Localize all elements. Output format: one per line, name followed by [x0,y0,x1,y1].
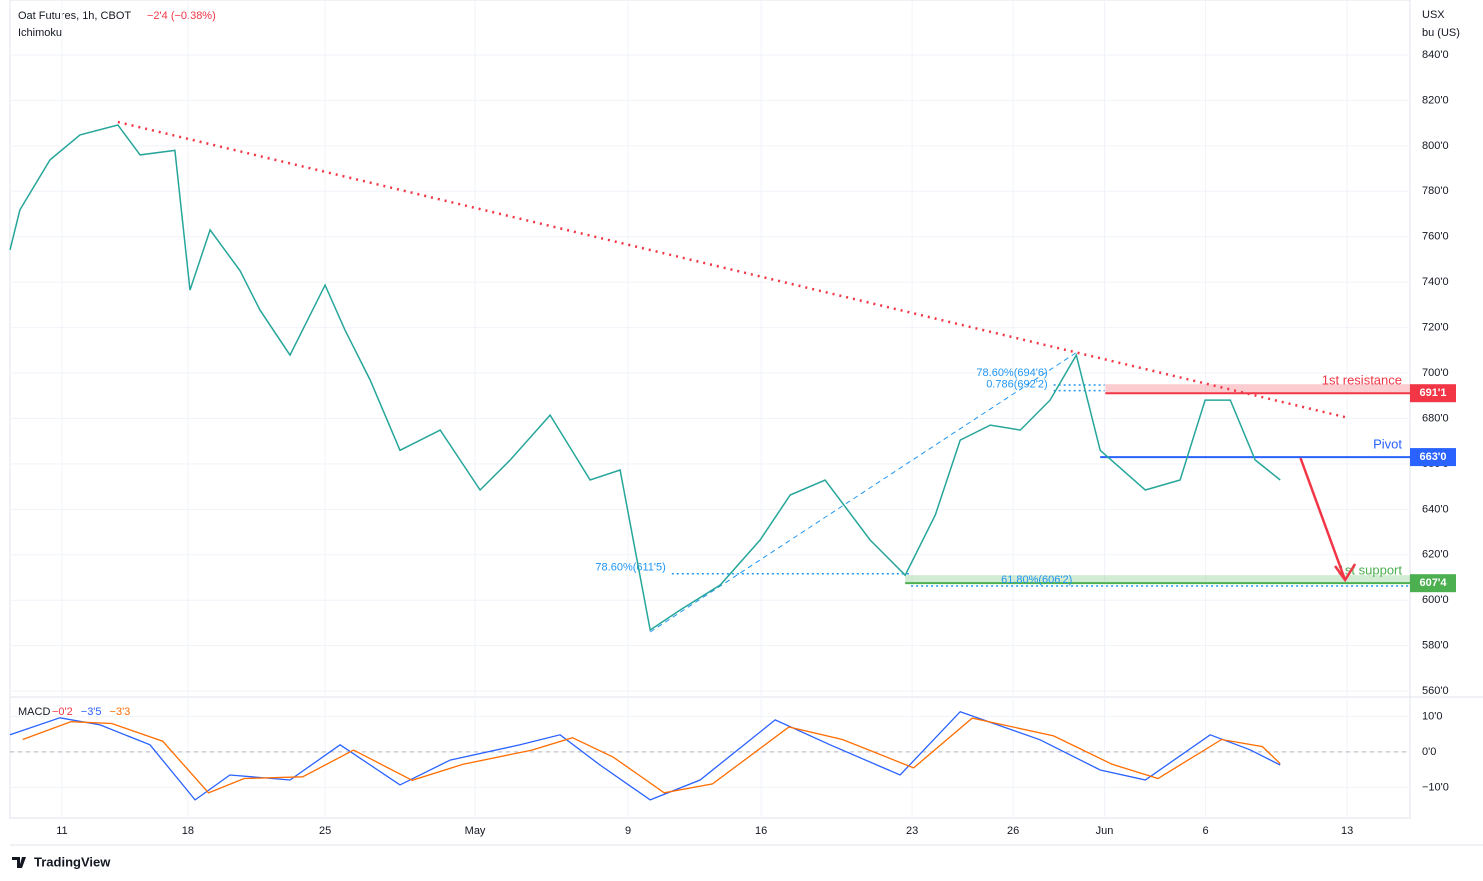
axis-unit: USX [1422,9,1445,21]
trendline [117,120,1346,419]
arrow-head [1334,563,1357,583]
x-tick-label: 6 [1203,825,1209,837]
y-tick-label: 820'0 [1422,94,1449,106]
price-tag-label: 663'0 [1419,451,1446,463]
x-tick-label: 18 [182,825,194,837]
y-tick-label: 780'0 [1422,185,1449,197]
forecast-arrow [1299,457,1347,581]
level-zone [905,575,1410,584]
x-tick-label: 26 [1007,825,1019,837]
price-tag [1410,384,1456,403]
y-tick-label: 620'0 [1422,549,1449,561]
x-tick-label: 13 [1341,825,1353,837]
y-tick-label: 760'0 [1422,231,1449,243]
legend-value: −3'3 [110,706,131,718]
plot-frame [9,0,1411,819]
macd-line [9,710,1281,801]
x-tick-label: 9 [625,825,631,837]
price-change: −2'4 (−0.38%) [147,10,216,22]
fib-swing [649,352,1077,633]
y-tick-label: 720'0 [1422,322,1449,334]
fib-label: 0.786(692'2) [986,379,1047,391]
y-tick-label: 700'0 [1422,367,1449,379]
macd-title: MACD [18,706,50,718]
footer-logo: TradingView [34,854,111,869]
y-tick-label: 0'0 [1422,746,1436,758]
y-tick-label: 840'0 [1422,49,1449,61]
x-tick-label: 16 [755,825,767,837]
price-tag-label: 607'4 [1419,577,1447,589]
y-tick-label: 10'0 [1422,710,1442,722]
legend-value: −3'5 [81,706,102,718]
x-tick-label: 25 [319,825,331,837]
y-tick-label: 680'0 [1422,412,1449,424]
y-tick-label: 600'0 [1422,594,1449,606]
price-line [9,124,1281,632]
y-tick-label: 800'0 [1422,140,1449,152]
level-label: 1st resistance [1322,373,1402,388]
x-tick-label: 23 [906,825,918,837]
y-tick-label: 560'0 [1422,685,1449,697]
x-tick-label: Jun [1096,825,1114,837]
level-zone [1105,384,1410,394]
level-label: Pivot [1373,437,1402,452]
axis-unit: bu (US) [1422,27,1460,39]
y-tick-label: 740'0 [1422,276,1449,288]
y-tick-label: 640'0 [1422,503,1449,515]
legend-value: −0'2 [52,706,73,718]
y-tick-label: 580'0 [1422,640,1449,652]
chart-title: Oat Futures, 1h, CBOT [18,10,131,22]
fib-label: 78.60%(694'6) [976,367,1047,379]
x-tick-label: 11 [56,825,67,837]
fib-label: 61.80%(606'2) [1001,574,1072,586]
x-tick-label: May [465,825,486,837]
price-tag-label: 691'1 [1419,387,1446,399]
macd-line [22,717,1281,794]
price-tag [1410,574,1456,593]
logo-icon [12,857,26,868]
fib-label: 78.60%(611'5) [595,562,665,574]
y-tick-label: −10'0 [1422,781,1449,793]
price-tag [1410,448,1456,467]
indicator-name: Ichimoku [18,27,62,39]
